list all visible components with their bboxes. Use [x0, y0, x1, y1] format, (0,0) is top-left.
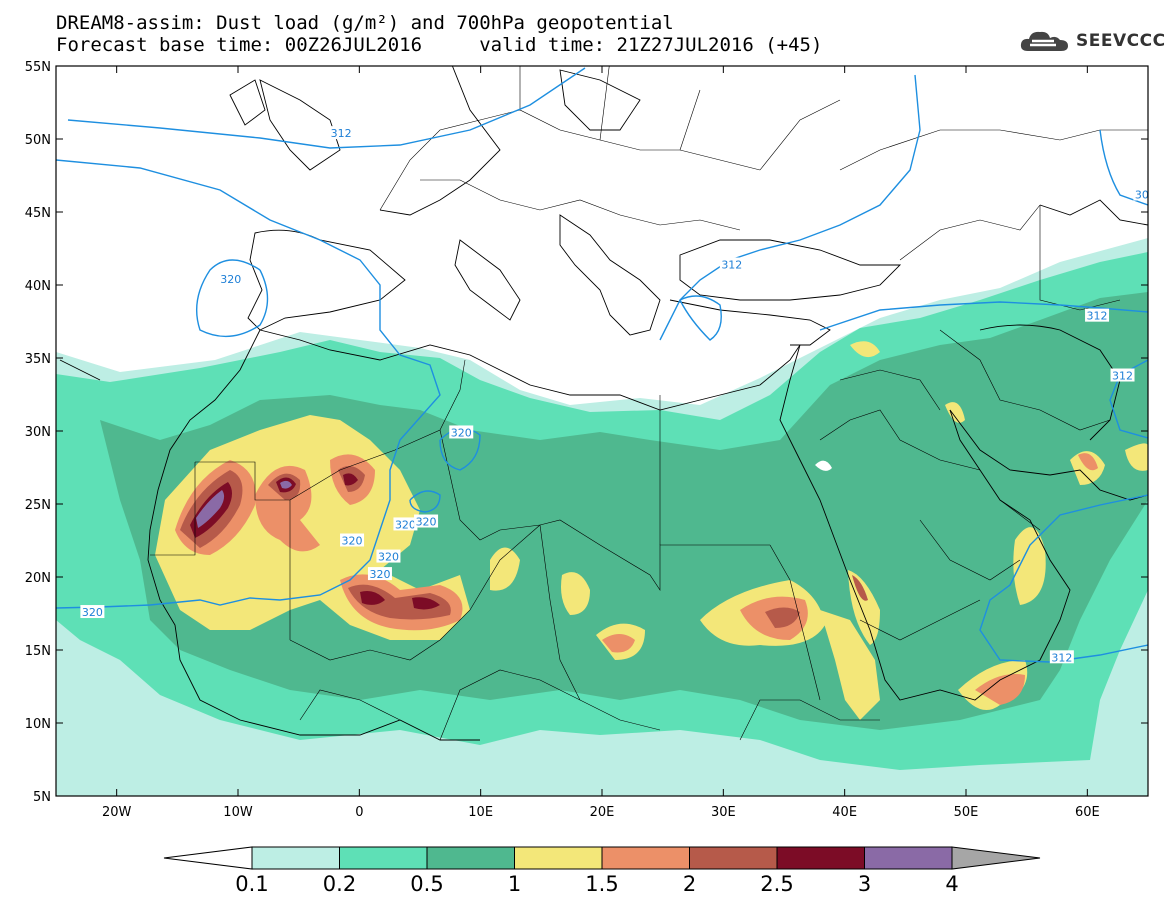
contour-label: 312: [721, 259, 742, 272]
lon-label: 0: [355, 805, 363, 820]
colorbar-lower-arrow: [163, 846, 253, 870]
contour-label: 320: [369, 568, 390, 581]
contour-label: 30: [1135, 188, 1149, 201]
dust-patch: [280, 480, 292, 489]
longitude-axis: 20W 10W 0 10E 20E 30E 40E 50E 60E: [102, 66, 1100, 820]
dust-patch: [360, 591, 385, 605]
dust-patch: [412, 597, 440, 610]
colorbar-segment: [776, 846, 865, 870]
colorbar-label: 0.1: [235, 872, 268, 896]
colorbar: 0.1 0.2 0.5 1 1.5 2 2.5 3 4: [163, 846, 1041, 896]
dust-patch: [343, 473, 358, 486]
lat-label: 55N: [25, 60, 51, 75]
colorbar-label: 1: [508, 872, 521, 896]
lat-label: 5N: [33, 790, 51, 805]
latitude-axis: 55N 50N 45N 40N 35N 30N 25N 20N 15N 10N 5N: [25, 60, 1148, 805]
lat-label: 30N: [25, 425, 51, 440]
lat-label: 10N: [25, 717, 51, 732]
dust-patch: [561, 572, 590, 615]
dust-patch: [1125, 443, 1148, 471]
colorbar-segment: [514, 846, 603, 870]
contour-label-bg: [1110, 368, 1135, 382]
contour-label-bg: [80, 605, 105, 619]
contour-label: 320: [416, 516, 437, 529]
lat-label: 20N: [25, 571, 51, 586]
lat-label: 15N: [25, 644, 51, 659]
lon-label: 20W: [102, 805, 132, 820]
geopotential-contours: [56, 67, 1148, 663]
lon-label: 40E: [832, 805, 857, 820]
dust-patch: [820, 610, 880, 720]
contour-label-bg: [367, 567, 392, 581]
contour-label: 320: [451, 426, 472, 439]
dust-patch: [765, 607, 800, 628]
seevccc-logo: SEEVCCC: [1018, 26, 1165, 56]
contour-label-bg: [1133, 187, 1148, 201]
lat-label: 35N: [25, 352, 51, 367]
contour-label-bg: [393, 517, 418, 531]
colorbar-label: 3: [858, 872, 871, 896]
lon-label: 50E: [954, 805, 979, 820]
colorbar-segment: [601, 846, 690, 870]
contour-label-bg: [1049, 650, 1074, 664]
contour-label-bg: [449, 425, 474, 439]
colorbar-label: 2.5: [760, 872, 793, 896]
colorbar-segment: [689, 846, 778, 870]
lat-label: 25N: [25, 498, 51, 513]
lon-label: 30E: [711, 805, 736, 820]
colorbar-label: 1.5: [585, 872, 618, 896]
contour-label: 312: [1112, 370, 1133, 383]
cloud-icon: [1020, 31, 1068, 51]
contour-label-bg: [719, 257, 744, 271]
dust-patch: [602, 634, 635, 653]
colorbar-segment: [251, 846, 340, 870]
contour-label-bg: [414, 514, 439, 528]
colorbar-segment: [864, 846, 953, 870]
colorbar-label: 2: [683, 872, 696, 896]
lat-label: 45N: [25, 206, 51, 221]
contour-label: 312: [1087, 310, 1108, 323]
contour-label: 312: [331, 127, 352, 140]
colorbar-segment: [339, 846, 428, 870]
contour-label: 320: [378, 551, 399, 564]
dust-patch: [490, 547, 520, 591]
dust-free-area: [815, 460, 832, 471]
contour-label: 320: [82, 606, 103, 619]
colorbar-segment: [426, 846, 515, 870]
dust-patch: [1078, 453, 1098, 471]
contour-label: 312: [1051, 651, 1072, 664]
coastlines: [59, 66, 1148, 741]
map-subtitle: Forecast base time: 00Z26JUL2016 valid t…: [56, 34, 823, 56]
contour-label-bg: [218, 272, 243, 286]
lat-label: 40N: [25, 279, 51, 294]
colorbar-label: 0.5: [410, 872, 443, 896]
dust-patch: [1013, 527, 1046, 605]
contour-label-bg: [1085, 308, 1110, 322]
contour-label: 320: [395, 518, 416, 531]
dust-patch: [850, 341, 880, 358]
lon-label: 60E: [1075, 805, 1100, 820]
dust-patch: [196, 490, 225, 528]
lon-label: 10E: [468, 805, 493, 820]
colorbar-label: 0.2: [323, 872, 356, 896]
colorbar-label: 4: [945, 872, 958, 896]
contour-label: 320: [220, 273, 241, 286]
lat-label: 50N: [25, 133, 51, 148]
lon-label: 20E: [590, 805, 615, 820]
logo-text: SEEVCCC: [1076, 31, 1165, 51]
contour-label: 320: [342, 535, 363, 548]
contour-label-bg: [376, 549, 401, 563]
colorbar-upper-arrow: [951, 846, 1041, 870]
dust-patch: [975, 674, 1025, 705]
lon-label: 10W: [223, 805, 253, 820]
map-title: DREAM8-assim: Dust load (g/m²) and 700hP…: [56, 12, 674, 34]
dust-patch: [852, 575, 868, 601]
contour-label-bg: [329, 126, 354, 140]
dust-patch: [945, 402, 965, 423]
contour-label-bg: [340, 533, 365, 547]
